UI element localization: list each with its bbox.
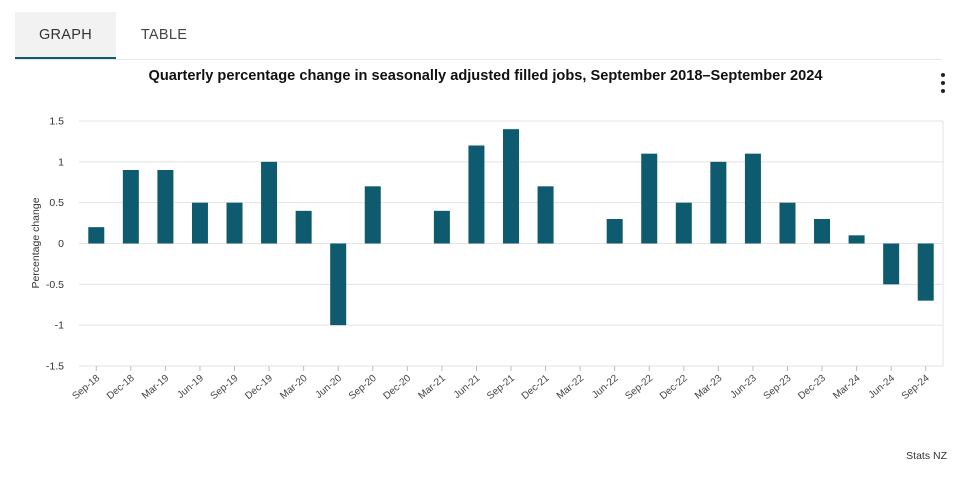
y-tick-label: -0.5 [46,279,64,291]
bar[interactable] [537,186,554,244]
x-tick-label: Mar-19 [140,373,172,402]
bar[interactable] [88,227,105,244]
y-tick-label: 0.5 [49,197,64,209]
x-tick-label: Mar-20 [278,373,310,402]
x-tick-label: Jun-24 [867,373,898,401]
x-tick-label: Sep-21 [485,373,517,402]
bar[interactable] [606,219,623,244]
bar[interactable] [122,170,139,244]
x-tick-label: Sep-19 [209,373,241,402]
bar[interactable] [779,202,796,244]
bar[interactable] [883,243,900,285]
bar[interactable] [641,153,658,244]
bar[interactable] [744,153,761,244]
y-tick-label: -1 [55,320,64,332]
x-tick-label: Dec-22 [658,373,690,402]
x-tick-label: Sep-20 [347,373,379,402]
x-tick-label: Jun-23 [728,373,759,401]
x-tick-label: Sep-18 [70,373,102,402]
x-tick-label: Mar-23 [693,373,725,402]
bar[interactable] [330,243,347,326]
tab-table[interactable]: TABLE [140,27,188,43]
y-axis-label: Percentage change [30,197,42,288]
x-axis: Sep-18 Dec-18 Mar-19 Jun-19 Sep-19 Dec-19 Mar-… [70,366,932,402]
y-tick-label: -1.5 [46,361,64,373]
x-tick-label: Dec-19 [243,373,275,402]
y-tick-label: 0 [58,238,64,250]
x-tick-label: Dec-21 [520,373,552,402]
x-tick-label: Dec-23 [796,373,828,402]
x-tick-label: Mar-24 [831,373,863,402]
y-tick-label: 1 [58,156,64,168]
tabs-divider [15,59,942,60]
bar[interactable] [226,202,243,244]
x-tick-label: Sep-23 [762,373,794,402]
x-tick-label: Dec-20 [381,373,413,402]
tab-graph[interactable]: GRAPH [15,12,116,59]
bar[interactable] [710,161,727,244]
bar[interactable] [917,243,934,301]
bars [88,129,934,326]
y-tick-label: 1.5 [49,116,64,128]
x-tick-label: Jun-19 [175,373,206,401]
y-axis: 1.5 1 0.5 0 -0.5 -1 -1.5 [46,116,64,373]
source-label: Stats NZ [906,450,947,462]
x-tick-label: Jun-22 [590,373,621,401]
x-tick-label: Mar-22 [555,373,587,402]
bar[interactable] [468,145,485,244]
chart-title: Quarterly percentage change in seasonall… [148,68,823,84]
bar[interactable] [433,210,450,244]
bar[interactable] [191,202,208,244]
x-tick-label: Dec-18 [105,373,137,402]
bar[interactable] [814,219,831,244]
bar[interactable] [503,129,519,244]
bar[interactable] [295,210,312,244]
x-tick-label: Sep-24 [900,373,932,402]
x-tick-label: Mar-21 [416,373,448,402]
bar[interactable] [364,186,381,244]
x-tick-label: Sep-22 [623,373,655,402]
more-vertical-icon[interactable] [936,72,950,94]
bar[interactable] [261,161,278,244]
x-tick-label: Jun-21 [452,373,483,401]
view-tabs: GRAPH TABLE [15,12,212,60]
bar[interactable] [848,235,865,244]
x-tick-label: Jun-20 [314,373,345,401]
bar[interactable] [157,170,174,244]
bar[interactable] [675,202,692,244]
